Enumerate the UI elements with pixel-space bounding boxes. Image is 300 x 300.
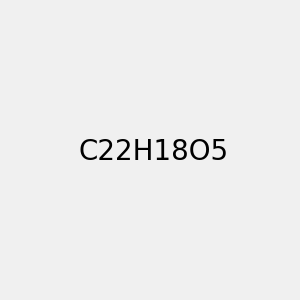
Text: C22H18O5: C22H18O5 [79, 137, 229, 166]
